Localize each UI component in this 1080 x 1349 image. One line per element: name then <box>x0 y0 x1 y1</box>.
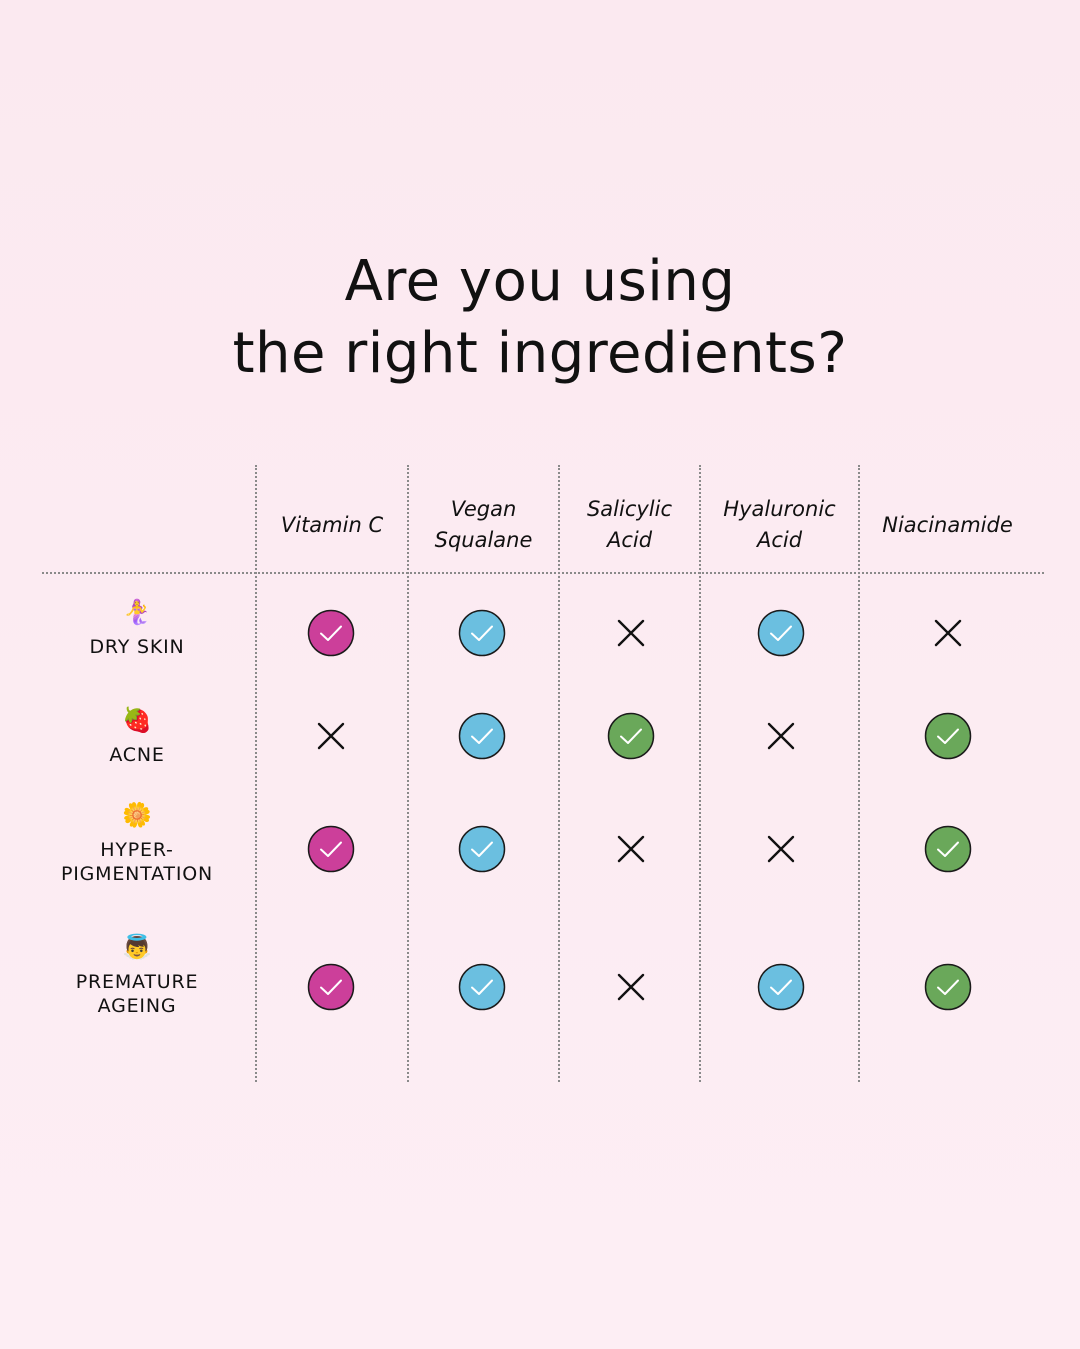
column-header-vegan-squalane: Vegan Squalane <box>434 497 533 552</box>
check-icon <box>924 712 972 760</box>
row-label-text: DRY SKIN <box>89 636 185 658</box>
mermaid-icon: 🧜‍♀️ <box>122 598 152 626</box>
column-divider <box>558 465 560 1082</box>
column-header-niacinamide: Niacinamide <box>882 512 1013 537</box>
header-divider <box>42 572 1044 574</box>
check-icon <box>307 825 355 873</box>
column-header-vitamin-c: Vitamin C <box>280 512 384 537</box>
row-label-acne: 🍓 ACNE <box>42 705 232 767</box>
strawberry-icon: 🍓 <box>122 706 152 734</box>
cross-icon <box>307 712 355 760</box>
flower-icon: 🌼 <box>122 801 152 829</box>
row-label-premature-ageing: 👼 PREMATURE AGEING <box>42 932 232 1018</box>
column-divider <box>255 465 257 1082</box>
check-icon <box>757 609 805 657</box>
check-icon <box>924 825 972 873</box>
check-icon <box>458 963 506 1011</box>
row-label-text: HYPER- PIGMENTATION <box>60 839 214 885</box>
check-icon <box>607 712 655 760</box>
column-divider <box>407 465 409 1082</box>
column-divider <box>699 465 701 1082</box>
row-label-text: ACNE <box>109 744 165 766</box>
check-icon <box>307 963 355 1011</box>
column-header-salicylic-acid: Salicylic Acid <box>586 497 673 552</box>
check-icon <box>307 609 355 657</box>
row-label-text: PREMATURE AGEING <box>75 971 199 1017</box>
cross-icon <box>924 609 972 657</box>
check-icon <box>458 712 506 760</box>
baby-angel-icon: 👼 <box>122 933 152 961</box>
check-icon <box>458 825 506 873</box>
cross-icon <box>607 825 655 873</box>
check-icon <box>458 609 506 657</box>
row-label-hyperpigmentation: 🌼 HYPER- PIGMENTATION <box>42 800 232 886</box>
page-title: Are you using the right ingredients? <box>0 246 1080 390</box>
title-line-2: the right ingredients? <box>232 321 848 386</box>
title-line-1: Are you using <box>344 249 736 314</box>
column-divider <box>858 465 860 1082</box>
cross-icon <box>607 609 655 657</box>
cross-icon <box>757 825 805 873</box>
cross-icon <box>757 712 805 760</box>
row-label-dry-skin: 🧜‍♀️ DRY SKIN <box>42 597 232 659</box>
cross-icon <box>607 963 655 1011</box>
column-header-hyaluronic-acid: Hyaluronic Acid <box>723 497 836 552</box>
check-icon <box>757 963 805 1011</box>
check-icon <box>924 963 972 1011</box>
